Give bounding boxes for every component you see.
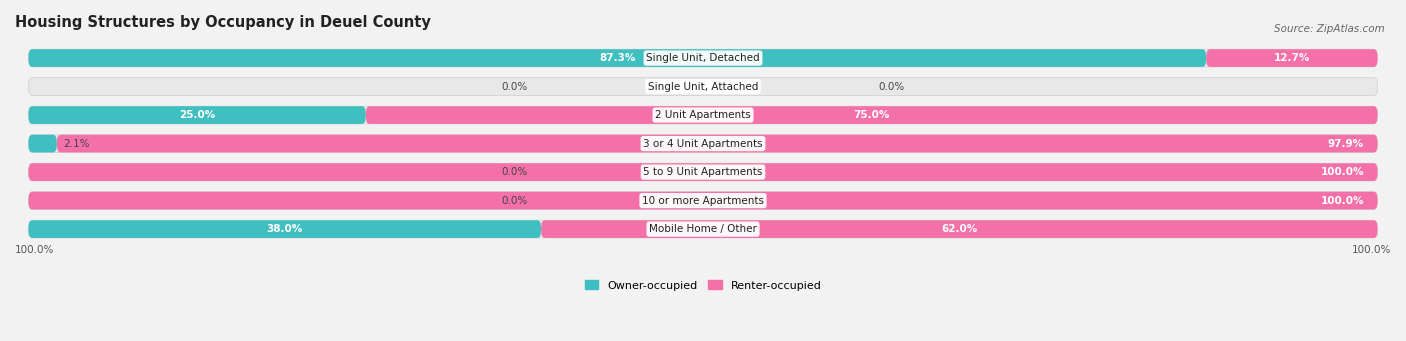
FancyBboxPatch shape xyxy=(28,135,56,152)
Text: 0.0%: 0.0% xyxy=(502,167,527,177)
Text: 75.0%: 75.0% xyxy=(853,110,890,120)
Text: Single Unit, Detached: Single Unit, Detached xyxy=(647,53,759,63)
FancyBboxPatch shape xyxy=(366,106,1378,124)
FancyBboxPatch shape xyxy=(28,220,541,238)
FancyBboxPatch shape xyxy=(28,192,1378,209)
Text: 12.7%: 12.7% xyxy=(1274,53,1310,63)
Text: 5 to 9 Unit Apartments: 5 to 9 Unit Apartments xyxy=(644,167,762,177)
Text: 100.0%: 100.0% xyxy=(15,244,55,255)
FancyBboxPatch shape xyxy=(28,49,1206,67)
Text: 2.1%: 2.1% xyxy=(63,138,90,149)
Text: Source: ZipAtlas.com: Source: ZipAtlas.com xyxy=(1274,24,1385,34)
FancyBboxPatch shape xyxy=(28,106,1378,124)
FancyBboxPatch shape xyxy=(56,135,1378,152)
Text: 62.0%: 62.0% xyxy=(941,224,977,234)
Text: 97.9%: 97.9% xyxy=(1327,138,1364,149)
Text: 100.0%: 100.0% xyxy=(1320,196,1364,206)
FancyBboxPatch shape xyxy=(541,220,1378,238)
Text: 0.0%: 0.0% xyxy=(502,81,527,92)
Text: 100.0%: 100.0% xyxy=(1351,244,1391,255)
Text: 25.0%: 25.0% xyxy=(179,110,215,120)
FancyBboxPatch shape xyxy=(28,135,1378,152)
Text: 0.0%: 0.0% xyxy=(879,81,904,92)
FancyBboxPatch shape xyxy=(28,220,1378,238)
FancyBboxPatch shape xyxy=(28,106,366,124)
Text: 100.0%: 100.0% xyxy=(1320,167,1364,177)
Legend: Owner-occupied, Renter-occupied: Owner-occupied, Renter-occupied xyxy=(581,276,825,295)
Text: 3 or 4 Unit Apartments: 3 or 4 Unit Apartments xyxy=(643,138,763,149)
FancyBboxPatch shape xyxy=(28,192,1378,209)
Text: Housing Structures by Occupancy in Deuel County: Housing Structures by Occupancy in Deuel… xyxy=(15,15,430,30)
Text: 38.0%: 38.0% xyxy=(267,224,302,234)
FancyBboxPatch shape xyxy=(28,78,1378,95)
FancyBboxPatch shape xyxy=(28,163,1378,181)
FancyBboxPatch shape xyxy=(28,49,1378,67)
Text: 87.3%: 87.3% xyxy=(599,53,636,63)
Text: 10 or more Apartments: 10 or more Apartments xyxy=(643,196,763,206)
Text: Single Unit, Attached: Single Unit, Attached xyxy=(648,81,758,92)
FancyBboxPatch shape xyxy=(1206,49,1378,67)
FancyBboxPatch shape xyxy=(28,163,1378,181)
Text: 0.0%: 0.0% xyxy=(502,196,527,206)
Text: Mobile Home / Other: Mobile Home / Other xyxy=(650,224,756,234)
Text: 2 Unit Apartments: 2 Unit Apartments xyxy=(655,110,751,120)
